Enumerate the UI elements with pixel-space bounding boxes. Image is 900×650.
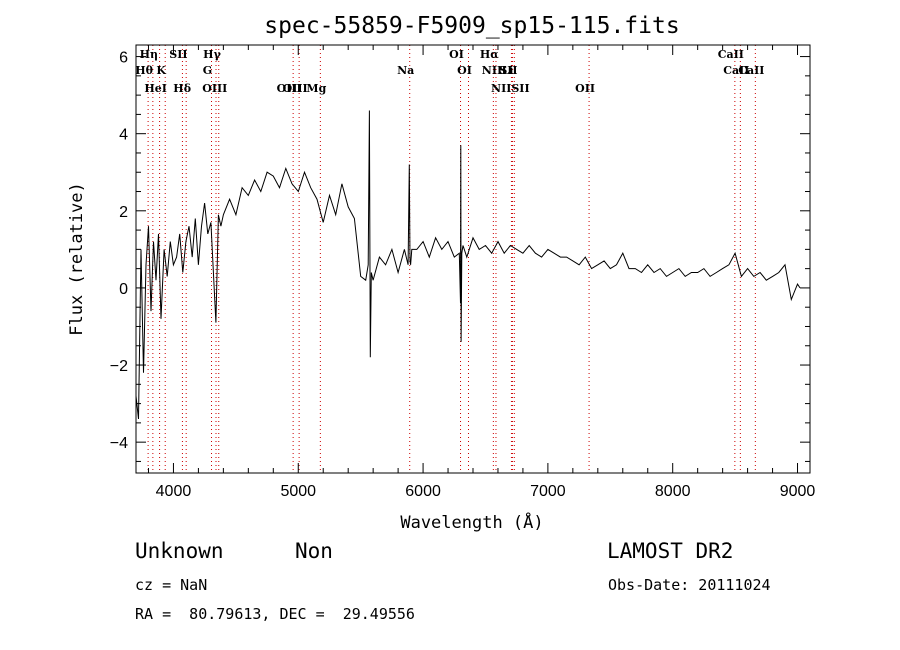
line-label: CaII <box>718 48 744 61</box>
x-tick-label: 8000 <box>655 483 691 500</box>
y-axis-label: Flux (relative) <box>67 182 87 336</box>
object-subclass: Non <box>295 539 333 563</box>
line-label: Mg <box>306 82 326 95</box>
line-label: K <box>156 64 166 77</box>
line-label: NII <box>482 64 502 77</box>
obs-date-text: Obs-Date: 20111024 <box>608 576 771 594</box>
y-tick-label: 6 <box>119 50 128 67</box>
line-label: SII <box>499 64 517 77</box>
line-label: HeI <box>144 82 167 95</box>
spectrum-line <box>135 110 801 420</box>
line-label: CaII <box>723 64 749 77</box>
object-class: Unknown <box>135 539 224 563</box>
y-tick-label: 2 <box>119 204 128 221</box>
x-tick-label: 5000 <box>280 483 316 500</box>
plot-frame <box>135 44 811 474</box>
x-axis-label: Wavelength (Å) <box>400 511 543 533</box>
line-label: SII <box>169 48 187 61</box>
line-label: OII <box>575 82 595 95</box>
line-label: OIII <box>283 82 308 95</box>
line-label: OIII <box>277 82 302 95</box>
line-label: OI <box>457 64 472 77</box>
line-label: Hθ <box>135 64 153 77</box>
y-tick-label: −4 <box>110 435 128 452</box>
line-label: Hδ <box>173 82 191 95</box>
x-tick-label: 9000 <box>780 483 816 500</box>
line-label: OIII <box>202 82 227 95</box>
redshift-text: cz = NaN <box>135 576 208 594</box>
x-tick-label: 4000 <box>156 483 192 500</box>
line-label: Hη <box>140 48 158 61</box>
line-label: OI <box>449 48 464 61</box>
coordinates-text: RA = 80.79613, DEC = 29.49556 <box>135 605 415 623</box>
y-tick-label: 4 <box>119 127 128 144</box>
line-label: CaII <box>738 64 764 77</box>
x-tick-label: 7000 <box>530 483 566 500</box>
line-markers <box>147 45 756 473</box>
y-tick-label: 0 <box>119 281 128 298</box>
line-label: NIISII <box>491 82 530 95</box>
line-label: Na <box>397 64 414 77</box>
x-axis: 4000 5000 6000 7000 8000 9000 <box>147 45 816 500</box>
y-axis: −4 −2 0 2 4 6 <box>110 50 810 462</box>
survey-name: LAMOST DR2 <box>607 539 734 563</box>
chart-title: spec-55859-F5909_sp15-115.fits <box>264 13 679 39</box>
line-label: Li <box>501 64 513 77</box>
y-tick-label: −2 <box>110 358 128 375</box>
x-tick-label: 6000 <box>405 483 441 500</box>
line-label: Hα <box>480 48 499 61</box>
line-label: Hγ <box>203 48 221 61</box>
line-label: G <box>203 64 212 77</box>
